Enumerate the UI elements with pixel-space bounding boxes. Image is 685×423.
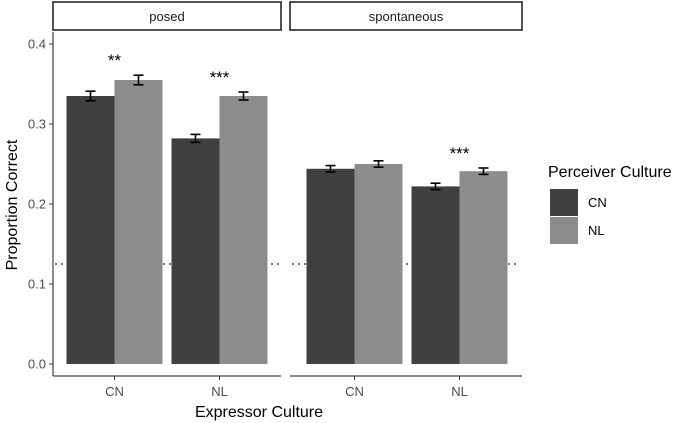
x-tick-label: NL bbox=[451, 384, 468, 399]
bar-posed-NL-NL bbox=[219, 96, 268, 364]
error-bar bbox=[190, 133, 201, 144]
bar-spontaneous-CN-NL bbox=[354, 164, 403, 364]
y-tick-label: 0.3 bbox=[28, 117, 46, 132]
y-tick-label: 0.4 bbox=[28, 37, 46, 52]
y-tick-label: 0.2 bbox=[28, 197, 46, 212]
bar-posed-NL-CN bbox=[171, 138, 220, 364]
legend-label-nl: NL bbox=[588, 223, 605, 238]
error-bar bbox=[430, 182, 441, 191]
significance-label: *** bbox=[450, 144, 470, 163]
error-bar bbox=[478, 167, 489, 176]
y-axis-ticks: 0.0 0.1 0.2 0.3 0.4 bbox=[28, 37, 53, 372]
error-bar bbox=[373, 160, 384, 168]
x-tick-label: NL bbox=[211, 384, 228, 399]
x-axis-title: Expressor Culture bbox=[195, 404, 323, 421]
panel-spontaneous: CN *** NL bbox=[292, 144, 520, 399]
strip-label-posed: posed bbox=[149, 9, 184, 24]
legend-swatch-cn bbox=[550, 189, 578, 216]
strip-posed: posed bbox=[52, 1, 282, 31]
error-bar bbox=[238, 91, 249, 101]
bar-posed-CN-CN bbox=[66, 96, 115, 364]
legend: Perceiver Culture CN NL bbox=[548, 164, 672, 244]
y-tick-label: 0.0 bbox=[28, 357, 46, 372]
error-bar bbox=[85, 90, 96, 102]
error-bar bbox=[325, 164, 336, 173]
legend-swatch-nl bbox=[550, 217, 578, 244]
significance-label: *** bbox=[210, 68, 230, 87]
legend-label-cn: CN bbox=[588, 195, 607, 210]
bar-spontaneous-CN-CN bbox=[306, 168, 355, 364]
x-tick-label: CN bbox=[105, 384, 124, 399]
x-tick-label: CN bbox=[345, 384, 364, 399]
y-tick-label: 0.1 bbox=[28, 277, 46, 292]
significance-label: ** bbox=[108, 51, 122, 70]
bar-posed-CN-NL bbox=[114, 80, 163, 364]
y-axis-title: Proportion Correct bbox=[4, 139, 21, 270]
bar-spontaneous-NL-NL bbox=[459, 171, 508, 364]
bar-spontaneous-NL-CN bbox=[411, 186, 460, 364]
panel-posed: ** CN *** NL bbox=[55, 51, 279, 399]
legend-title: Perceiver Culture bbox=[548, 164, 672, 181]
strip-label-spontaneous: spontaneous bbox=[369, 9, 444, 24]
error-bar bbox=[133, 74, 144, 86]
strip-spontaneous: spontaneous bbox=[289, 1, 523, 31]
